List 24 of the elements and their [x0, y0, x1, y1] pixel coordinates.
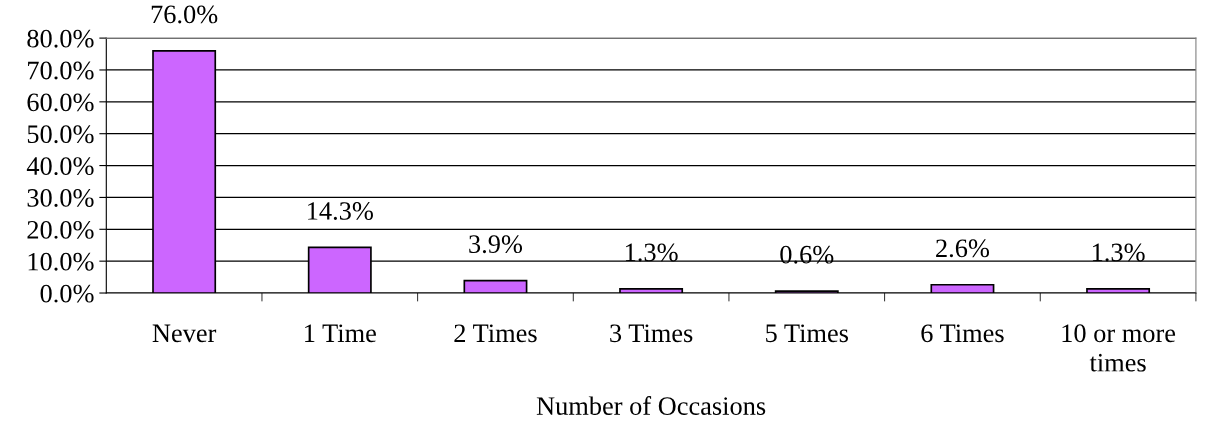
data-label: 1.3% — [625, 243, 678, 262]
data-label: 76.0% — [151, 5, 218, 24]
data-label: 0.6% — [780, 245, 834, 264]
y-tick-label: 30.0% — [27, 189, 94, 207]
y-tick-label: 70.0% — [28, 61, 94, 80]
data-label: 1.3% — [1092, 243, 1145, 262]
x-tick-label: 3 Times — [610, 324, 693, 343]
y-tick-label: 0.0% — [40, 284, 94, 303]
y-tick-label: 50.0% — [27, 125, 94, 144]
x-tick-label: 5 Times — [766, 324, 848, 343]
data-label: 14.3% — [308, 202, 373, 220]
y-tick-label: 40.0% — [26, 157, 94, 176]
x-axis-title: Number of Occasions — [536, 396, 766, 415]
x-tick-label: 6 Times — [921, 324, 1004, 343]
data-label: 3.9% — [469, 235, 523, 254]
x-tick-label: Never — [152, 324, 217, 343]
x-tick-label: 2 Times — [454, 324, 537, 343]
y-tick-label: 20.0% — [27, 220, 94, 239]
y-tick-label: 10.0% — [28, 252, 94, 271]
x-tick-label: 1 Time — [305, 324, 376, 343]
y-tick-label: 80.0% — [27, 29, 94, 48]
x-tick-label: 10 or more times — [1062, 324, 1176, 372]
y-tick-label: 60.0% — [27, 93, 94, 112]
data-label: 2.6% — [936, 239, 990, 258]
